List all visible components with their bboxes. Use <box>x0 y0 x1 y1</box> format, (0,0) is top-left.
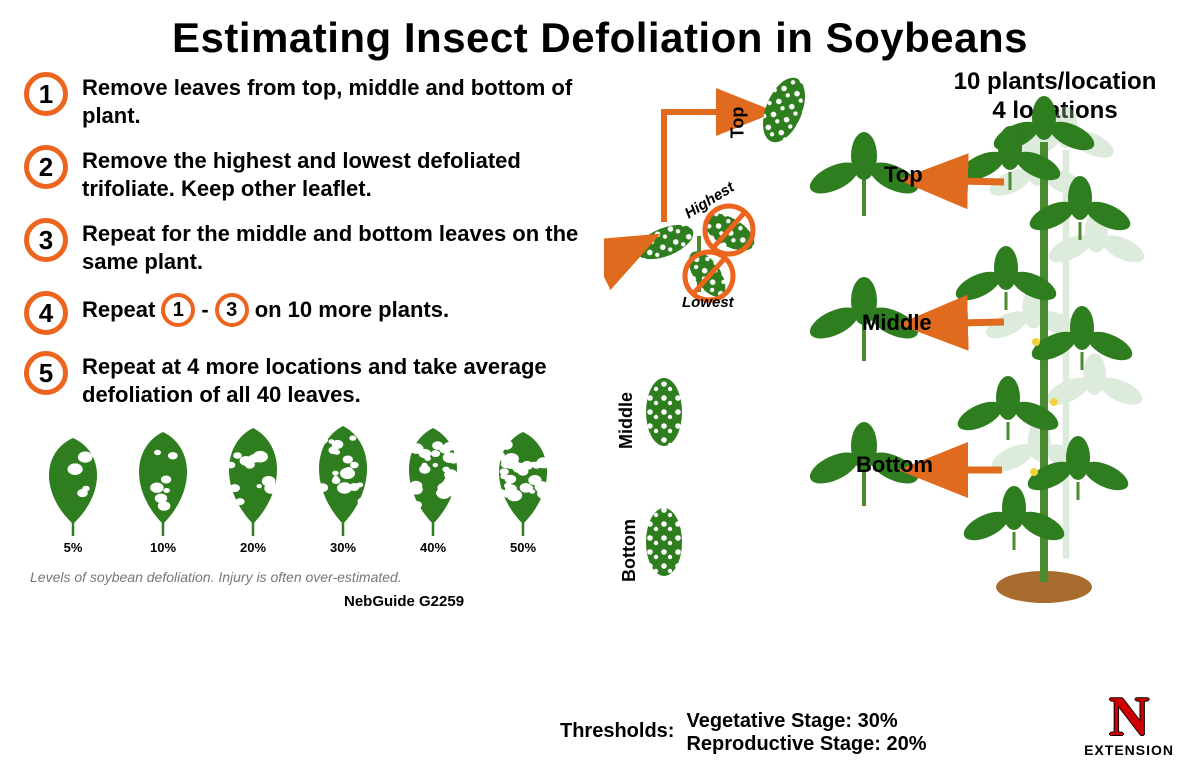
defoliation-leaf: 50% <box>482 430 564 555</box>
threshold-value: 20% <box>887 733 927 755</box>
zone-top: Top <box>884 162 923 188</box>
step4-post: on 10 more plants. <box>255 296 449 324</box>
content-area: 1 Remove leaves from top, middle and bot… <box>0 62 1200 610</box>
defoliation-leaf: 20% <box>212 426 294 555</box>
step-text: Remove the highest and lowest defoliated… <box>82 145 604 202</box>
defoliation-pct: 50% <box>482 540 564 555</box>
defoliation-pct: 30% <box>302 540 384 555</box>
ref-circle-3: 3 <box>215 293 249 327</box>
step-number-icon: 3 <box>24 218 68 262</box>
chart-caption: Levels of soybean defoliation. Injury is… <box>24 569 604 585</box>
extension-logo: N EXTENSION <box>1084 692 1174 758</box>
plant-diagram-svg <box>604 72 1184 642</box>
defoliation-pct: 20% <box>212 540 294 555</box>
defoliation-pct: 10% <box>122 540 204 555</box>
zone-middle: Middle <box>862 310 932 336</box>
defoliation-pct: 40% <box>392 540 474 555</box>
threshold-stage: Vegetative Stage: <box>686 710 852 732</box>
step-text: Repeat for the middle and bottom leaves … <box>82 218 604 275</box>
thresholds-label: Thresholds: <box>560 710 674 743</box>
step-3: 3 Repeat for the middle and bottom leave… <box>24 218 604 275</box>
threshold-stage: Reproductive Stage: <box>686 733 880 755</box>
label-lowest: Lowest <box>682 294 734 311</box>
step4-sep: - <box>201 296 208 324</box>
vlabel-bottom: Bottom <box>619 519 640 582</box>
steps-column: 1 Remove leaves from top, middle and bot… <box>24 72 604 610</box>
zone-bottom: Bottom <box>856 452 933 478</box>
thresholds-block: Thresholds: Vegetative Stage: 30% Reprod… <box>560 710 927 756</box>
vlabel-middle: Middle <box>616 392 637 449</box>
thresholds-values: Vegetative Stage: 30% Reproductive Stage… <box>686 710 926 756</box>
defoliation-pct: 5% <box>32 540 114 555</box>
step-number-icon: 5 <box>24 351 68 395</box>
vlabel-top: Top <box>727 107 748 139</box>
defoliation-leaf: 40% <box>392 426 474 555</box>
step-number-icon: 1 <box>24 72 68 116</box>
ref-circle-1: 1 <box>161 293 195 327</box>
step-text: Repeat at 4 more locations and take aver… <box>82 351 604 408</box>
step-text: Repeat 1 - 3 on 10 more plants. <box>82 291 449 327</box>
defoliation-chart: 5% 10% 20% 30% 40% 50% <box>24 424 604 555</box>
logo-n-icon: N <box>1084 692 1174 742</box>
page-title: Estimating Insect Defoliation in Soybean… <box>0 0 1200 62</box>
logo-text: EXTENSION <box>1084 742 1174 758</box>
step-number-icon: 2 <box>24 145 68 189</box>
step-5: 5 Repeat at 4 more locations and take av… <box>24 351 604 408</box>
defoliation-leaf: 5% <box>32 436 114 555</box>
step-text: Remove leaves from top, middle and botto… <box>82 72 604 129</box>
defoliation-leaf: 10% <box>122 430 204 555</box>
guide-reference: NebGuide G2259 <box>24 593 604 610</box>
step-4: 4 Repeat 1 - 3 on 10 more plants. <box>24 291 604 335</box>
step-2: 2 Remove the highest and lowest defoliat… <box>24 145 604 202</box>
step4-pre: Repeat <box>82 296 155 324</box>
step-number-icon: 4 <box>24 291 68 335</box>
threshold-value: 30% <box>858 710 898 732</box>
defoliation-leaf: 30% <box>302 424 384 555</box>
diagram-column: 10 plants/location 4 locations <box>604 72 1180 610</box>
step-1: 1 Remove leaves from top, middle and bot… <box>24 72 604 129</box>
